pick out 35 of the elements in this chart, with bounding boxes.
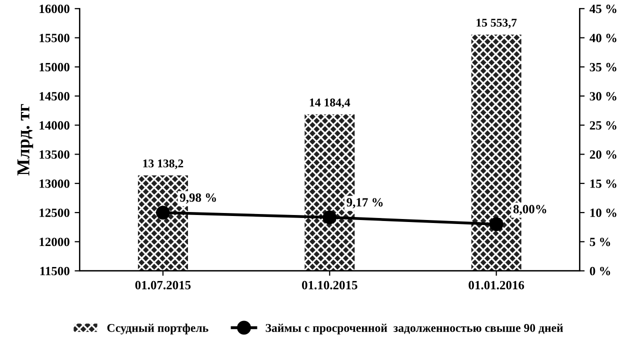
y2-tick-label: 35 % (590, 62, 616, 72)
y2-tick-label: 20 % (590, 150, 616, 159)
y2-tick-label: 30 % (590, 92, 616, 101)
y2-tick-label: 10 % (590, 208, 616, 218)
y2-tick-label: 45 % (590, 4, 616, 14)
y2-tick-label: 0 % (590, 266, 610, 276)
y-tick-label: 14000 (40, 121, 70, 130)
y-tick-label: 16000 (40, 4, 70, 14)
legend-label: Займы с просроченной задолженностью свыше 90 дней (266, 324, 563, 334)
y-tick-label: 12500 (40, 208, 70, 218)
point (156, 206, 170, 220)
data-label: 14 184,4 (310, 98, 350, 108)
point (322, 210, 337, 224)
data-label: 13 138,2 (143, 159, 184, 170)
y-tick-label: 12000 (40, 238, 70, 246)
x-tick-label: 01.01.2016 (468, 280, 524, 290)
y-tick-label: 15500 (40, 34, 70, 42)
y2-tick-label: 40 % (590, 34, 616, 42)
y-tick-label: 15000 (40, 62, 70, 72)
legend-label: Ссудный портфель (107, 324, 208, 334)
data-label: 15 553,7 (476, 18, 517, 28)
y-tick-label: 14500 (40, 92, 70, 100)
y2-tick-label: 25 % (590, 121, 616, 130)
y-tick-label: 11500 (40, 266, 70, 276)
y-axis-title: Млрд. тг (17, 104, 34, 176)
data-label: 8,00% (513, 204, 546, 216)
y2-tick-label: 15 % (590, 179, 616, 188)
y-tick-label: 13000 (40, 179, 70, 188)
x-tick-label: 01.07.2015 (135, 280, 191, 290)
x-tick-label: 01.10.2015 (302, 280, 358, 290)
point (489, 217, 504, 232)
data-label: 9,17 % (346, 198, 383, 208)
data-label: 9,98 % (180, 193, 216, 204)
y-tick-label: 13500 (40, 150, 70, 159)
y2-tick-label: 5 % (590, 238, 610, 246)
